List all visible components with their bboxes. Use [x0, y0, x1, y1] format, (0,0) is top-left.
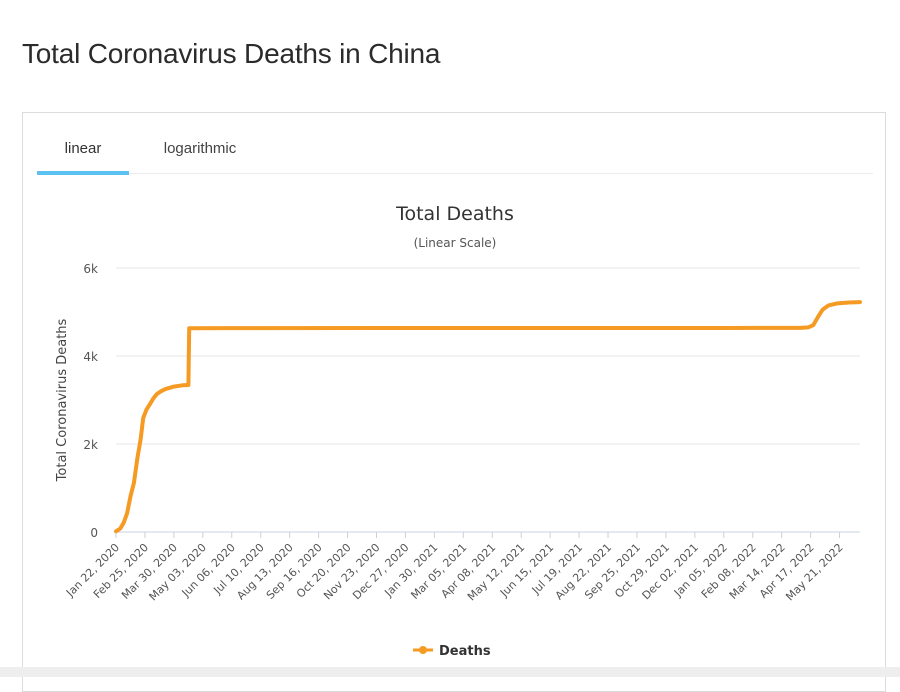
legend-label-deaths[interactable]: Deaths	[439, 644, 491, 659]
y-axis-label: Total Coronavirus Deaths	[55, 318, 70, 482]
tab-linear[interactable]: linear	[64, 140, 102, 157]
chart-subtitle: (Linear Scale)	[414, 236, 497, 250]
y-tick-label: 0	[90, 526, 98, 540]
y-tick-label: 2k	[83, 438, 98, 452]
legend-marker-deaths	[419, 646, 427, 654]
series-line-deaths[interactable]	[114, 300, 862, 534]
legend[interactable]: Deaths	[413, 644, 491, 659]
scale-tabs: linear logarithmic	[37, 113, 873, 175]
tab-logarithmic[interactable]: logarithmic	[163, 140, 237, 157]
y-tick-label: 4k	[83, 350, 98, 364]
y-tick-label: 6k	[83, 262, 98, 276]
active-tab-indicator	[37, 171, 129, 175]
chart-panel: linear logarithmic	[22, 112, 886, 692]
page-bottom-bar	[0, 667, 900, 677]
page-title: Total Coronavirus Deaths in China	[22, 38, 441, 69]
chart-title: Total Deaths	[395, 203, 514, 225]
